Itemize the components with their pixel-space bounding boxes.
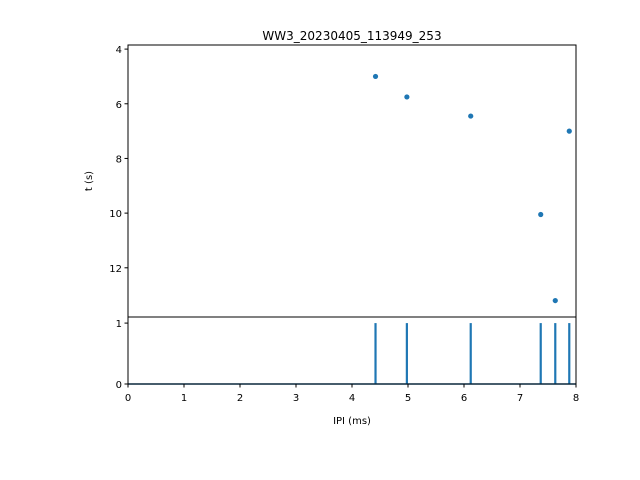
y-tick-label: 4 [116, 45, 122, 56]
x-tick-label: 0 [125, 393, 131, 404]
scatter-point [404, 94, 410, 100]
x-tick-label: 8 [573, 393, 579, 404]
x-tick-label: 2 [237, 393, 243, 404]
x-tick-label: 6 [461, 393, 467, 404]
x-tick-label: 7 [517, 393, 523, 404]
y-tick-label: 10 [109, 209, 122, 220]
y-tick-label: 6 [116, 100, 122, 111]
scatter-points [372, 73, 572, 304]
x-tick-label: 4 [349, 393, 355, 404]
bottom-x-ticks: 0 1 2 3 4 5 6 7 8 [125, 384, 579, 404]
y-axis-label: t (s) [84, 171, 95, 191]
y-tick-label: 0 [116, 380, 122, 391]
y-tick-label: 1 [116, 319, 122, 330]
x-axis-label: IPI (ms) [333, 416, 371, 427]
scatter-point [538, 211, 544, 218]
scatter-point [372, 73, 379, 80]
chart-title: WW3_20230405_113949_253 [262, 29, 441, 43]
top-y-ticks: 4 6 8 10 12 [109, 45, 128, 275]
bottom-y-ticks: 01 [116, 319, 128, 391]
y-tick-label: 12 [109, 264, 122, 275]
scatter-point [468, 113, 474, 119]
scatter-point [566, 128, 572, 134]
y-tick-label: 8 [116, 154, 122, 165]
scatter-point [552, 297, 558, 304]
x-tick-label: 1 [181, 393, 187, 404]
x-tick-label: 3 [293, 393, 299, 404]
x-tick-label: 5 [405, 393, 411, 404]
